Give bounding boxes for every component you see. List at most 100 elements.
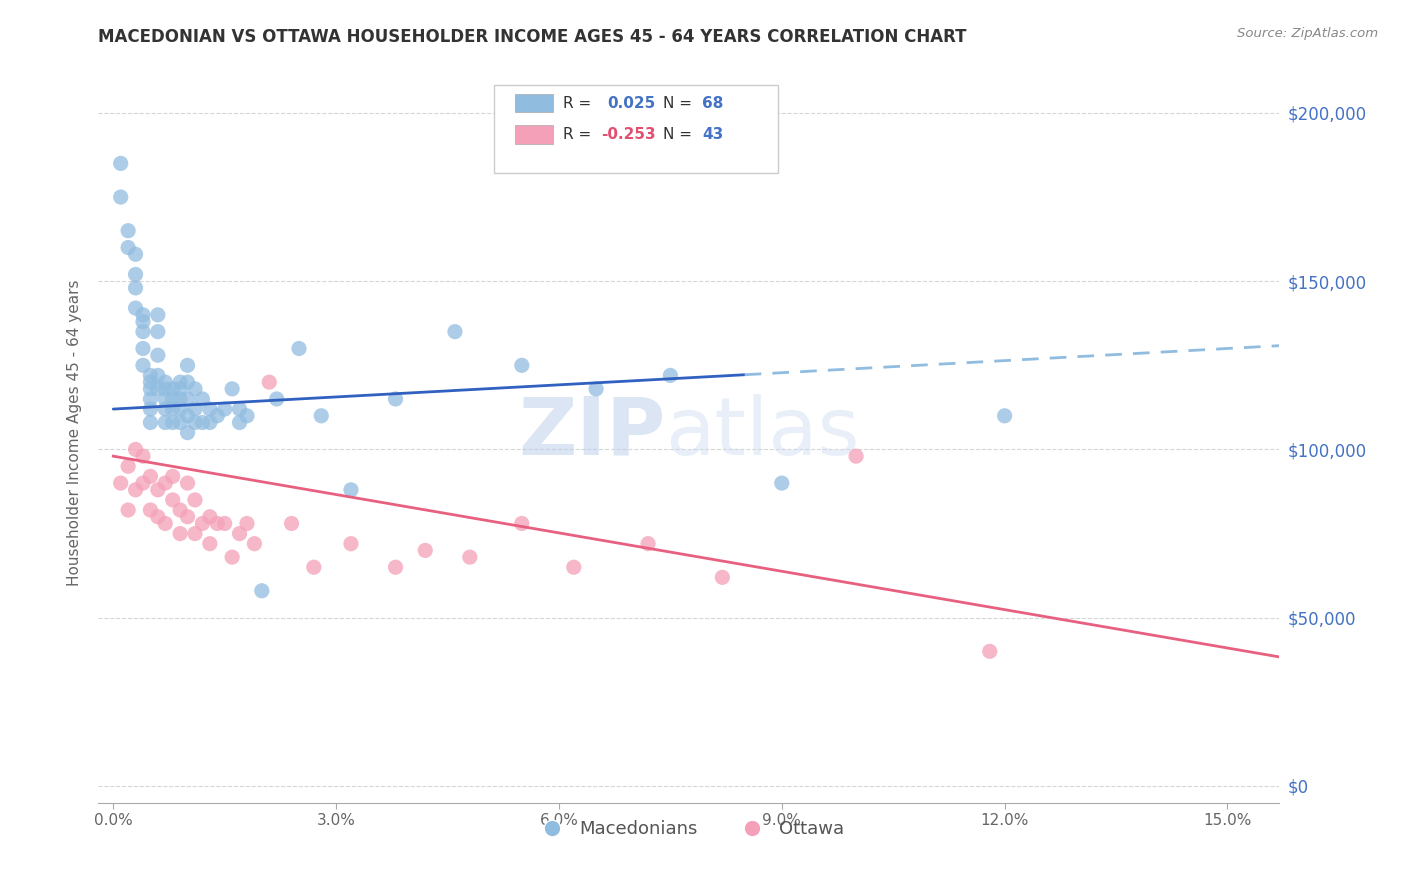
Point	[510, 516, 533, 531]
Point	[340, 536, 363, 550]
Point	[124, 301, 146, 315]
Point	[176, 509, 198, 524]
Point	[184, 492, 207, 507]
Text: R =: R =	[562, 95, 596, 111]
Point	[169, 402, 191, 417]
Point	[288, 342, 311, 356]
Point	[146, 382, 169, 396]
Point	[146, 325, 169, 339]
Text: N =: N =	[664, 127, 697, 142]
Point	[198, 536, 221, 550]
Point	[110, 190, 132, 204]
FancyBboxPatch shape	[494, 85, 778, 173]
Point	[110, 156, 132, 170]
Point	[309, 409, 332, 423]
Point	[176, 359, 198, 373]
Point	[146, 308, 169, 322]
Point	[770, 476, 793, 491]
Point	[191, 392, 214, 406]
Point	[176, 409, 198, 423]
Point	[169, 416, 191, 430]
Point	[146, 509, 169, 524]
Point	[207, 409, 229, 423]
Y-axis label: Householder Income Ages 45 - 64 years: Householder Income Ages 45 - 64 years	[67, 279, 83, 586]
Point	[169, 392, 191, 406]
Point	[162, 392, 184, 406]
Point	[191, 416, 214, 430]
Legend: Macedonians, Ottawa: Macedonians, Ottawa	[527, 814, 851, 846]
Point	[124, 483, 146, 497]
Point	[214, 402, 236, 417]
Point	[711, 570, 734, 584]
Point	[458, 550, 481, 565]
Point	[155, 375, 177, 389]
Point	[155, 476, 177, 491]
Point	[139, 416, 162, 430]
Point	[117, 240, 139, 254]
Point	[132, 308, 155, 322]
Point	[132, 449, 155, 463]
Text: 43: 43	[702, 127, 723, 142]
Point	[132, 342, 155, 356]
Point	[146, 483, 169, 497]
Point	[139, 392, 162, 406]
Point	[198, 416, 221, 430]
Point	[221, 550, 243, 565]
Point	[994, 409, 1017, 423]
Point	[302, 560, 325, 574]
Point	[124, 442, 146, 457]
Text: ZIP: ZIP	[517, 393, 665, 472]
Point	[132, 314, 155, 328]
Point	[117, 224, 139, 238]
Point	[280, 516, 302, 531]
Point	[979, 644, 1001, 658]
Point	[510, 359, 533, 373]
Point	[191, 516, 214, 531]
Point	[162, 469, 184, 483]
Point	[384, 560, 406, 574]
Point	[139, 469, 162, 483]
FancyBboxPatch shape	[516, 126, 553, 144]
Text: MACEDONIAN VS OTTAWA HOUSEHOLDER INCOME AGES 45 - 64 YEARS CORRELATION CHART: MACEDONIAN VS OTTAWA HOUSEHOLDER INCOME …	[98, 28, 967, 45]
Point	[184, 526, 207, 541]
Point	[169, 526, 191, 541]
Point	[184, 382, 207, 396]
Text: 0.025: 0.025	[607, 95, 655, 111]
Point	[117, 459, 139, 474]
Point	[585, 382, 607, 396]
FancyBboxPatch shape	[516, 94, 553, 112]
Point	[236, 409, 259, 423]
Point	[444, 325, 467, 339]
Point	[155, 392, 177, 406]
Text: atlas: atlas	[665, 393, 859, 472]
Point	[243, 536, 266, 550]
Point	[176, 425, 198, 440]
Point	[214, 516, 236, 531]
Point	[845, 449, 868, 463]
Point	[207, 516, 229, 531]
Point	[562, 560, 585, 574]
Point	[228, 526, 250, 541]
Point	[132, 476, 155, 491]
Point	[110, 476, 132, 491]
Point	[198, 509, 221, 524]
Point	[162, 382, 184, 396]
Point	[198, 402, 221, 417]
Point	[228, 402, 250, 417]
Point	[176, 392, 198, 406]
Point	[637, 536, 659, 550]
Point	[162, 402, 184, 417]
Point	[124, 247, 146, 261]
Point	[259, 375, 281, 389]
Text: 68: 68	[702, 95, 723, 111]
Point	[155, 516, 177, 531]
Point	[221, 382, 243, 396]
Text: -0.253: -0.253	[602, 127, 657, 142]
Text: N =: N =	[664, 95, 697, 111]
Point	[124, 281, 146, 295]
Point	[413, 543, 436, 558]
Point	[155, 382, 177, 396]
Point	[340, 483, 363, 497]
Point	[659, 368, 682, 383]
Point	[184, 402, 207, 417]
